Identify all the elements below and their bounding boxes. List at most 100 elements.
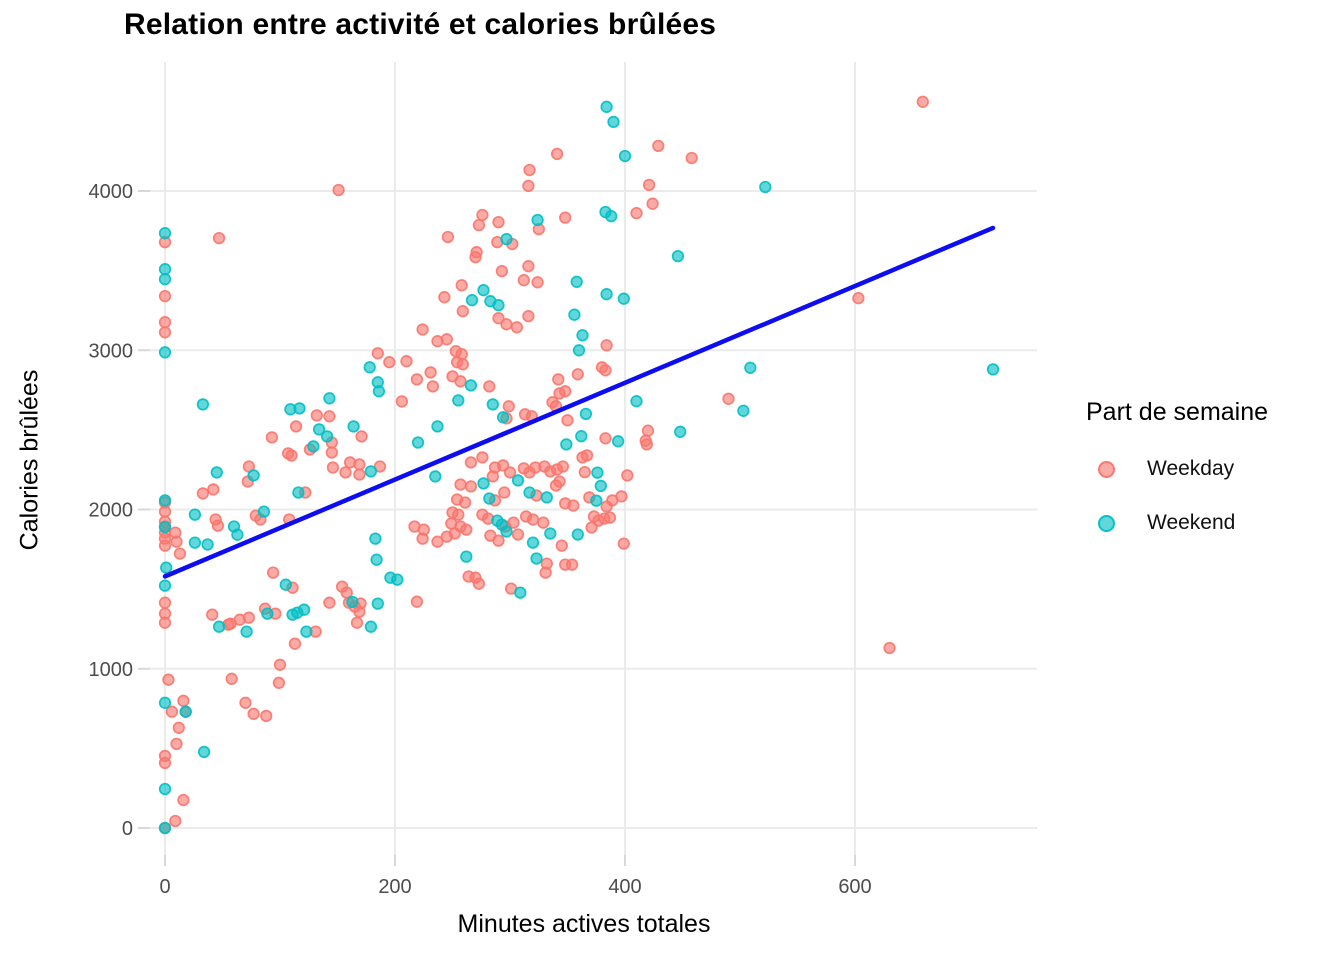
data-point-weekday [196,487,210,500]
data-point-weekday [288,637,302,650]
data-point-weekend [575,430,588,443]
data-point-weekend [759,180,772,194]
data-point-weekend [531,213,544,227]
legend: Part de semaine Weekday Weekend [1086,398,1268,535]
data-point-weekday [456,305,469,318]
data-point-weekend [744,361,757,374]
data-point-weekend [158,520,172,534]
data-point-weekend [391,573,404,586]
data-point-weekend [530,552,543,565]
data-point-weekday [916,95,929,108]
data-point-weekday [553,475,566,488]
data-point-weekend [257,505,271,518]
data-point-weekend [477,477,490,490]
data-point-weekday [552,373,565,386]
data-point-weekend [514,586,527,599]
data-point-weekend [572,344,586,357]
data-point-weekday [158,616,172,629]
data-point-weekday [207,483,220,496]
data-point-weekend [477,284,490,297]
data-point-weekend [323,392,336,405]
data-point-weekday [523,163,536,177]
data-point-weekend [158,494,172,507]
data-point-weekday [416,323,429,336]
data-point-weekend [630,395,643,408]
data-point-weekend [483,492,496,505]
data-point-weekday [426,380,440,393]
data-point-weekday [353,468,366,481]
data-point-weekday [580,449,594,462]
data-point-weekend [372,385,386,398]
data-point-weekday [373,460,387,473]
data-point-weekend [240,625,253,638]
data-point-weekday [561,414,574,427]
legend-title: Part de semaine [1086,398,1269,426]
data-point-weekday [517,274,530,287]
data-point-weekend [540,491,553,504]
data-point-weekday [483,380,496,393]
data-point-weekday [441,230,455,244]
data-point-weekend [158,346,172,359]
data-point-weekend [465,294,479,307]
data-point-weekend [591,466,604,479]
data-point-weekday [173,547,187,560]
data-point-weekday [158,539,172,552]
data-point-weekend [579,407,593,421]
data-point-weekday [492,312,505,325]
data-point-weekend [618,149,632,163]
data-point-weekday [158,756,172,770]
legend-item-weekday: Weekday [1086,457,1268,481]
data-point-weekday [511,528,525,541]
data-point-weekday [630,206,643,220]
data-point-weekend [158,579,172,592]
data-point-weekday [571,368,584,381]
data-point-weekday [212,231,226,245]
data-point-weekend [576,329,589,342]
data-point-weekday [599,432,612,445]
data-point-weekend [486,398,499,411]
data-point-weekday [417,523,430,536]
data-point-weekend [158,696,172,709]
data-point-weekday [239,696,252,709]
data-point-weekend [364,465,378,478]
data-point-weekday [438,291,451,304]
data-point-weekday [498,486,511,499]
data-point-weekday [537,516,550,529]
data-point-weekend [300,625,313,638]
data-point-weekend [160,561,173,574]
data-point-weekend [292,486,305,499]
data-point-weekday [158,596,172,609]
data-point-weekday [495,264,509,278]
data-point-weekend [590,494,603,507]
data-point-weekday [556,460,570,473]
y-tick-label: 2000 [89,500,134,522]
data-point-weekend [364,620,378,633]
data-point-weekday [476,208,489,222]
data-point-weekday [247,707,260,720]
legend-label-weekday: Weekday [1147,457,1235,480]
data-point-weekend [570,275,583,288]
data-point-weekday [456,358,469,371]
data-point-weekday [310,409,323,422]
data-point-weekday [383,356,396,369]
data-point-weekend [158,227,172,240]
data-point-weekday [410,595,424,608]
data-point-weekday [559,211,572,224]
data-point-weekday [440,333,453,346]
y-axis-title: Calories brûlées [15,369,44,551]
data-point-weekend [986,363,1000,376]
data-point-weekend [511,474,525,487]
data-point-weekend [347,420,360,433]
chart-title: Relation entre activité et calories brûl… [124,8,717,41]
data-point-weekend [293,402,306,415]
data-point-weekend [158,263,172,276]
data-point-weekend [196,398,210,411]
data-point-weekday [454,478,467,491]
data-point-weekday [265,431,279,444]
data-point-weekday [395,395,409,408]
data-point-weekend [523,486,536,499]
data-point-weekend [411,436,425,449]
data-point-weekday [617,537,630,550]
data-point-weekday [431,535,444,548]
y-tick-label: 1000 [89,659,134,681]
